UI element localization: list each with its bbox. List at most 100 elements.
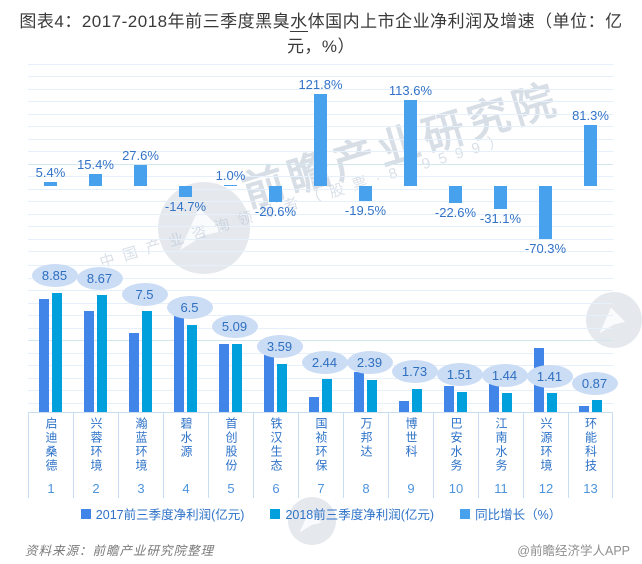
profit-bar-2018 [592,400,602,412]
gridline [28,327,613,329]
category-label: 万邦达 [359,417,373,459]
gridline [28,265,613,266]
category-label: 兴蓉环境 [89,417,103,473]
category-index: 3 [137,481,145,496]
legend-item-yoy-growth[interactable]: 同比增长（%） [460,504,561,523]
growth-bar [539,186,552,239]
profit-value-bubble: 1.44 [481,364,528,388]
profit-bar-2018 [457,391,467,412]
profit-value-bubble: 7.5 [121,282,168,306]
category-cell: 博世科 9 [388,412,433,498]
category-label: 博世科 [404,417,418,459]
growth-bar [179,186,192,197]
growth-bar [584,125,597,186]
profit-value-bubble: 1.51 [436,363,483,387]
category-cell: 兴蓉环境 2 [73,412,118,498]
growth-bar [44,182,57,186]
gridline [28,377,613,379]
profit-bar-2017 [219,344,229,412]
growth-bar [449,186,462,203]
category-label: 瀚蓝环境 [134,417,148,473]
growth-value-label: 5.4% [35,165,66,180]
legend-swatch-2017 [80,508,91,519]
category-label: 国祯环保 [314,417,328,473]
profit-bar-2017 [39,299,49,412]
profit-bar-2018 [277,363,287,412]
category-cell: 环能科技 13 [568,412,613,498]
profit-bar-2017 [399,401,409,412]
category-cell: 铁汉生态 6 [253,412,298,498]
profit-value-bubble: 2.44 [301,350,348,374]
category-cell: 碧水源 4 [163,412,208,498]
profit-bar-2018 [187,324,197,412]
gridline [28,188,613,190]
category-cell: 国祯环保 7 [298,412,343,498]
profit-bar-2018 [232,343,242,412]
growth-value-label: 81.3% [572,108,609,123]
growth-value-label: 113.6% [388,83,433,98]
category-index: 2 [92,481,100,496]
category-index: 7 [317,481,325,496]
profit-value-bubble: 0.87 [571,371,618,395]
legend: 2017前三季度净利润(亿元) 2018前三季度净利润(亿元) 同比增长（%） [0,504,642,523]
watermark-logo-icon [158,182,250,274]
profit-value-bubble: 8.85 [31,264,78,288]
legend-item-2017-net-profit[interactable]: 2017前三季度净利润(亿元) [80,504,244,523]
growth-bar [314,94,327,186]
category-index: 6 [272,481,280,496]
category-index: 4 [182,481,190,496]
app-credit: @前瞻经济学人APP [517,544,630,558]
category-cell: 启迪桑德 1 [28,412,73,498]
profit-bar-2018 [412,388,422,412]
gridline [28,63,613,65]
category-cell: 瀚蓝环境 3 [118,412,163,498]
growth-value-label: -14.7% [164,199,207,214]
profit-bar-2018 [52,292,62,412]
category-label: 碧水源 [179,417,193,459]
gridline [28,302,613,304]
profit-bar-2017 [129,332,139,412]
category-label: 环能科技 [583,417,598,473]
legend-swatch-growth [460,508,471,519]
category-cell: 巴安水务 10 [433,412,478,498]
profit-value-bubble: 2.39 [346,351,393,375]
category-cell: 兴源环境 12 [523,412,568,498]
profit-value-bubble: 1.41 [526,364,573,388]
profit-bar-2017 [309,397,319,412]
category-index: 13 [583,481,598,496]
growth-bar [404,100,417,186]
category-label: 江南水务 [494,417,508,473]
profit-bar-2018 [97,295,107,412]
profit-bar-2018 [547,393,557,412]
profit-bar-2017 [174,309,184,412]
profit-value-bubble: 5.09 [211,315,258,339]
category-index: 10 [448,481,464,496]
gridline [28,251,613,252]
growth-bar [134,165,147,186]
data-source-note: 资料来源：前瞻产业研究院整理 [25,544,215,558]
category-label: 兴源环境 [539,417,553,473]
gridline [28,76,613,77]
legend-swatch-2018 [270,508,281,519]
gridline [28,201,613,202]
growth-value-label: 27.6% [122,148,159,163]
category-index: 11 [494,481,508,496]
profit-bar-2017 [354,372,364,412]
gridline [28,213,613,215]
category-cell: 万邦达 8 [343,412,388,498]
profit-bar-2017 [84,310,94,412]
x-axis-line [28,412,613,413]
growth-value-label: -22.6% [434,205,477,220]
growth-value-label: -70.3% [524,241,567,256]
category-cell: 江南水务 11 [478,412,523,498]
growth-bar [494,186,507,209]
gridline [28,315,613,316]
profit-value-bubble: 6.5 [166,296,213,320]
legend-label: 2018前三季度净利润(亿元) [285,508,435,522]
growth-value-label: 121.8% [298,77,343,92]
profit-bar-2018 [367,379,377,412]
legend-item-2018-net-profit[interactable]: 2018前三季度净利润(亿元) [270,504,434,523]
category-label: 铁汉生态 [269,417,283,473]
profit-bar-2018 [322,379,332,412]
